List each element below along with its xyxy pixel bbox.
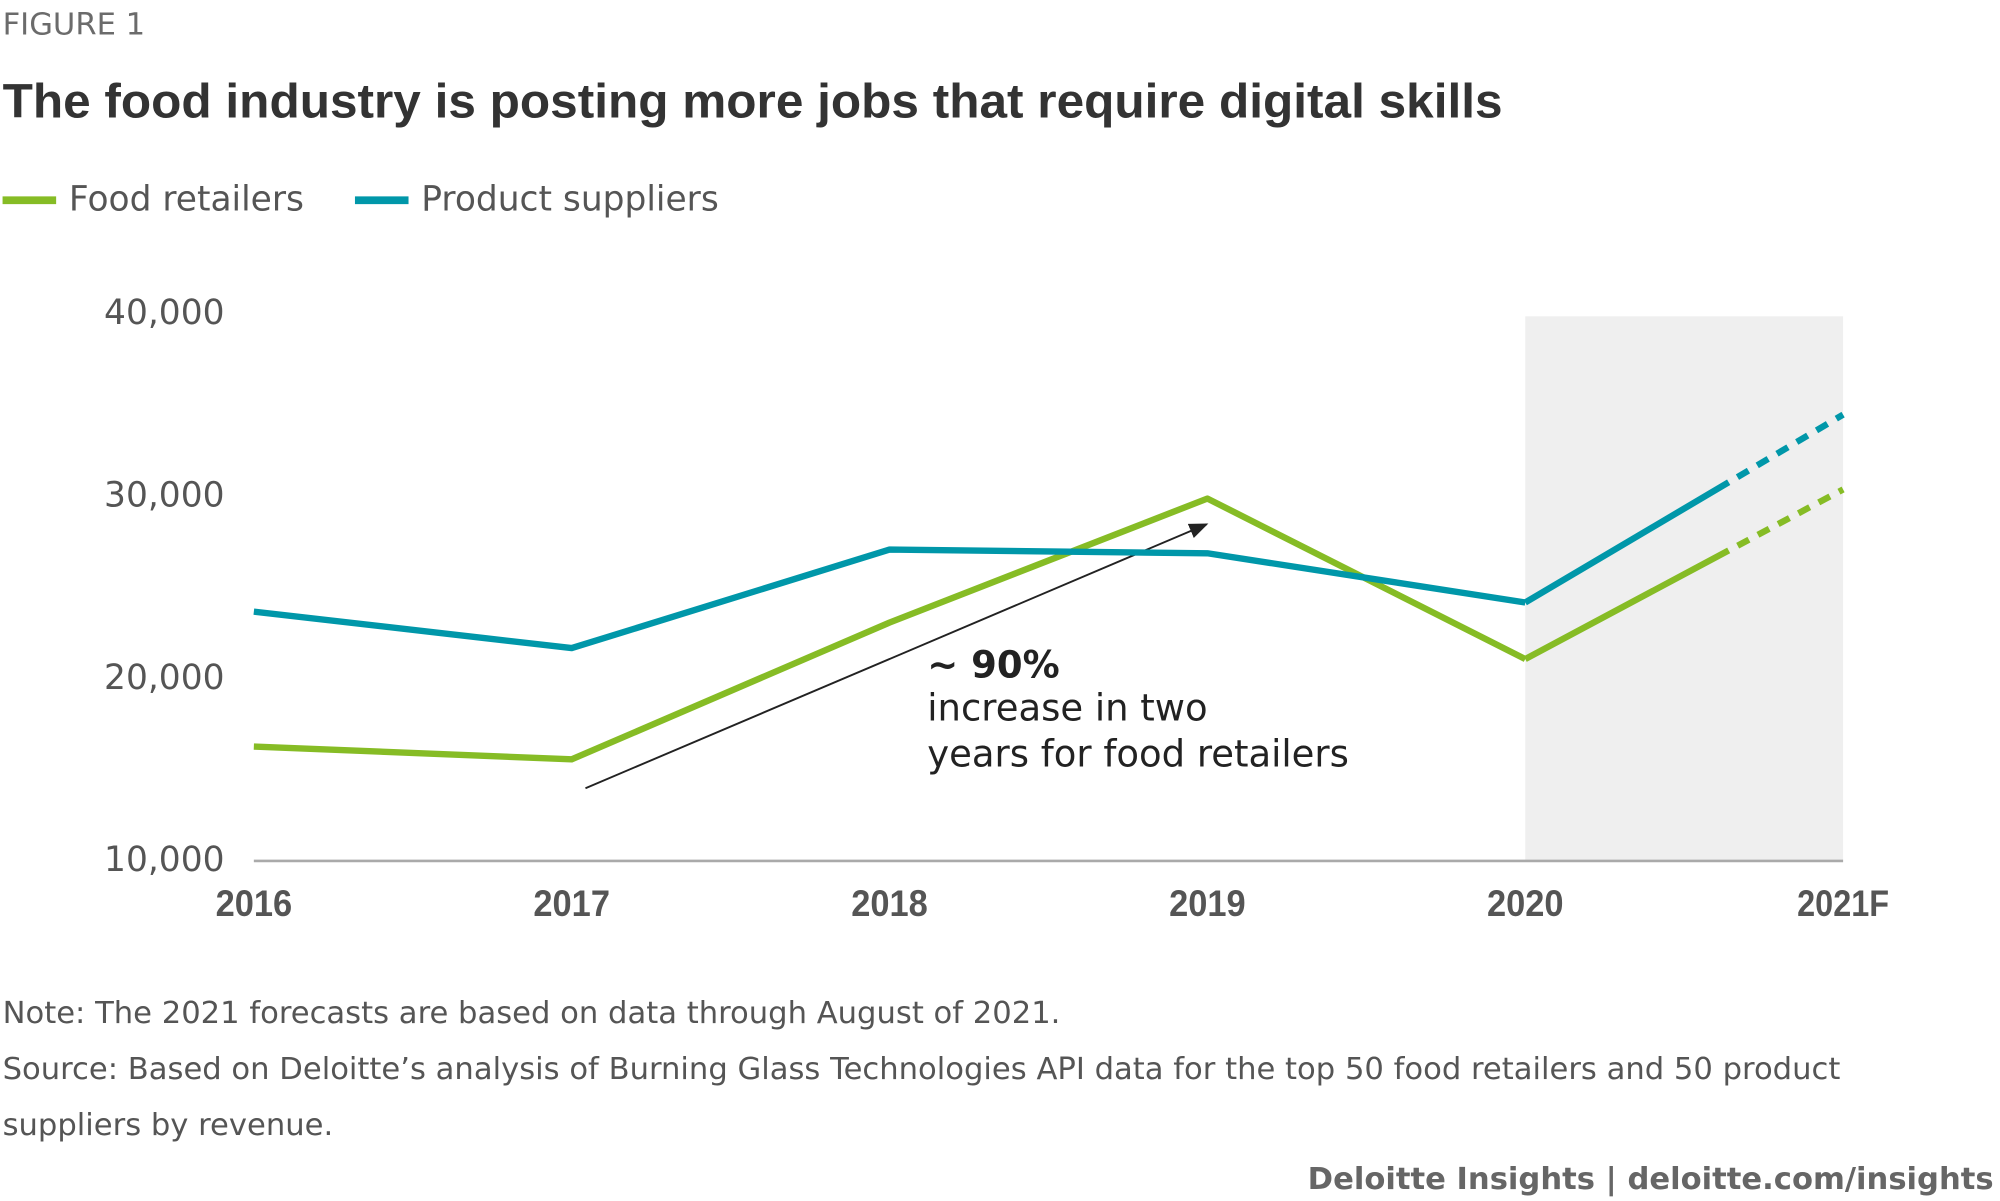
x-tick-label: 2017 [533,883,610,924]
x-tick-label: 2018 [851,883,928,924]
note: Note: The 2021 forecasts are based on da… [3,996,1061,1031]
chart-title: The food industry is posting more jobs t… [3,74,1503,128]
y-tick-label: 40,000 [104,293,224,333]
series-line [253,546,1526,652]
y-tick-label: 10,000 [104,840,224,880]
annotation-value: ~ 90% [927,643,1059,686]
y-tick-label: 30,000 [104,475,224,515]
credit: Deloitte Insights | deloitte.com/insight… [1308,1162,1994,1197]
legend-label: Food retailers [69,179,304,219]
forecast-band [1525,316,1844,860]
note: suppliers by revenue. [3,1108,334,1143]
figure-label: FIGURE 1 [3,7,146,42]
series-line [1523,411,1845,606]
annotation-arrow [585,523,1209,790]
x-tick-label: 2021F [1797,883,1889,924]
series-line [253,495,1527,763]
x-tick-label: 2019 [1169,883,1246,924]
annotation-text: increase in two [927,687,1207,730]
legend-label: Product suppliers [421,179,718,219]
note: Source: Based on Deloitte’s analysis of … [3,1052,1841,1087]
x-tick-label: 2016 [216,883,293,924]
y-tick-label: 20,000 [104,658,224,698]
annotation-text: years for food retailers [927,733,1349,776]
series-line [1523,486,1845,662]
x-tick-label: 2020 [1487,883,1564,924]
